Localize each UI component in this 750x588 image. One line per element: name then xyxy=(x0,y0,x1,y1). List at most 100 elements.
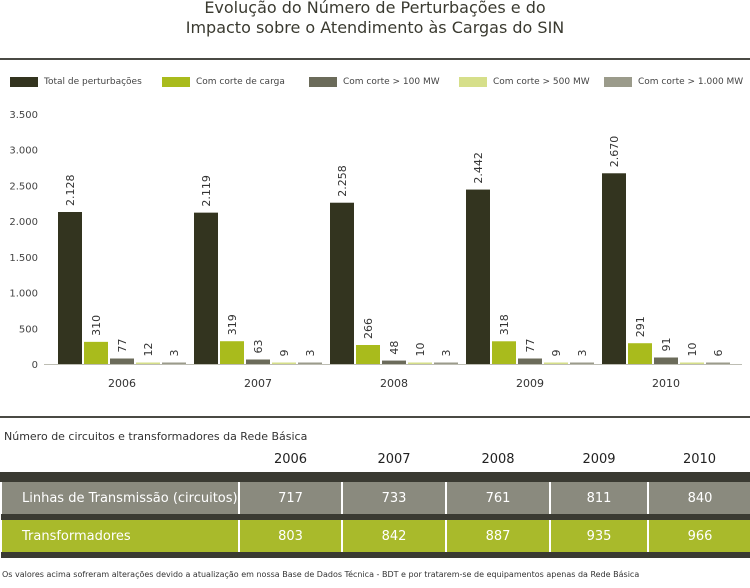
bar xyxy=(466,189,490,364)
y-tick-label: 1.000 xyxy=(9,289,38,300)
bar-chart: 0 500 1.000 1.500 2.000 2.500 3.000 3.500 2.128 3… xyxy=(9,110,742,390)
table-cell: 733 xyxy=(341,477,446,514)
bar-value-label: 3 xyxy=(168,350,181,357)
bar-value-label: 2.258 xyxy=(336,165,349,197)
bar-value-label: 3 xyxy=(440,350,453,357)
chart-legend: Total de perturbações Com corte de carga… xyxy=(10,75,750,91)
x-tick-label: 2009 xyxy=(516,377,544,390)
table-row-linhas: Linhas de Transmissão (circuitos) 717 73… xyxy=(0,477,750,514)
bar xyxy=(298,362,322,364)
bar xyxy=(544,362,568,364)
bar xyxy=(492,341,516,364)
bar-value-label: 9 xyxy=(278,350,291,357)
table-header-row: 2006 2007 2008 2009 2010 xyxy=(1,446,750,482)
y-tick-label: 500 xyxy=(19,324,38,335)
y-tick-label: 3.500 xyxy=(9,110,38,121)
bar-value-label: 91 xyxy=(660,338,673,352)
table-cell: 803 xyxy=(238,520,342,552)
legend-item-corte-500: Com corte > 500 MW xyxy=(459,75,590,89)
table-header-year: 2010 xyxy=(648,446,750,482)
table-cell: 966 xyxy=(647,520,750,552)
legend-swatch-corte-500 xyxy=(459,77,487,87)
bar-value-label: 3 xyxy=(576,350,589,357)
table-header-year: 2008 xyxy=(446,446,550,482)
y-tick-label: 3.000 xyxy=(9,146,38,157)
network-table: 2006 2007 2008 2009 2010 Linhas de Trans… xyxy=(0,446,750,558)
bar xyxy=(680,362,704,364)
bar-value-label: 48 xyxy=(388,341,401,355)
table-bottom-cell xyxy=(1,552,750,558)
chart-title: Evolução do Número de Perturbações e do … xyxy=(0,0,750,38)
bar xyxy=(136,362,160,364)
table-bottom-rule xyxy=(1,552,750,558)
bar-value-label: 77 xyxy=(116,339,129,353)
title-divider xyxy=(0,58,750,60)
y-tick-label: 2.500 xyxy=(9,181,38,192)
table-cell: 935 xyxy=(549,520,648,552)
table-header-year: 2007 xyxy=(342,446,446,482)
legend-swatch-total xyxy=(10,77,38,87)
bar xyxy=(84,341,108,364)
bar xyxy=(434,362,458,364)
table-header-year: 2009 xyxy=(550,446,648,482)
y-tick-label: 2.000 xyxy=(9,217,38,228)
legend-item-corte-1000: Com corte > 1.000 MW xyxy=(604,75,743,89)
table-row-label: Linhas de Transmissão (circuitos) xyxy=(0,477,239,514)
bar xyxy=(356,345,380,364)
legend-label-total: Total de perturbações xyxy=(44,77,142,87)
bar xyxy=(246,359,270,364)
bar xyxy=(194,212,218,364)
bar xyxy=(654,357,678,364)
legend-label-corte-500: Com corte > 500 MW xyxy=(493,77,590,87)
bar-value-label: 2.119 xyxy=(200,175,213,207)
bar-value-label: 12 xyxy=(142,343,155,357)
legend-swatch-corte-carga xyxy=(162,77,190,87)
x-tick-label: 2007 xyxy=(244,377,272,390)
table-cell: 761 xyxy=(445,477,550,514)
x-tick-label: 2006 xyxy=(108,377,136,390)
legend-item-corte-100: Com corte > 100 MW xyxy=(309,75,440,89)
table-caption: Número de circuitos e transformadores da… xyxy=(4,430,308,443)
bar xyxy=(570,362,594,364)
bar-value-label: 63 xyxy=(252,340,265,354)
table-row-separator xyxy=(1,514,750,520)
bar-value-label: 2.442 xyxy=(472,152,485,184)
bar xyxy=(110,358,134,364)
bar-value-label: 291 xyxy=(634,316,647,337)
x-tick-label: 2008 xyxy=(380,377,408,390)
bar-value-label: 10 xyxy=(414,343,427,357)
legend-item-total: Total de perturbações xyxy=(10,75,142,89)
legend-label-corte-100: Com corte > 100 MW xyxy=(343,77,440,87)
bar xyxy=(602,173,626,364)
legend-item-corte-carga: Com corte de carga xyxy=(162,75,285,89)
bar-value-label: 319 xyxy=(226,314,239,335)
table-cell: 840 xyxy=(647,477,750,514)
legend-swatch-corte-100 xyxy=(309,77,337,87)
bar-value-label: 266 xyxy=(362,318,375,339)
table-row-label: Transformadores xyxy=(0,520,239,552)
x-tick-label: 2010 xyxy=(652,377,680,390)
table-separator-cell xyxy=(1,514,750,520)
table-cell: 887 xyxy=(445,520,550,552)
bar xyxy=(330,202,354,364)
footnote: Os valores acima sofreram alterações dev… xyxy=(2,570,640,579)
bar-value-label: 10 xyxy=(686,343,699,357)
bar xyxy=(408,362,432,364)
bar-value-label: 3 xyxy=(304,350,317,357)
legend-swatch-corte-1000 xyxy=(604,77,632,87)
bar xyxy=(272,362,296,364)
y-tick-label: 1.500 xyxy=(9,253,38,264)
bar xyxy=(162,362,186,364)
legend-label-corte-carga: Com corte de carga xyxy=(196,77,285,87)
bar-value-label: 2.128 xyxy=(64,175,77,207)
table-header-year: 2006 xyxy=(239,446,342,482)
bar xyxy=(382,360,406,364)
table-cell: 811 xyxy=(549,477,648,514)
bar-value-label: 2.670 xyxy=(608,136,621,168)
bar xyxy=(518,358,542,364)
bar-value-label: 310 xyxy=(90,315,103,336)
bar xyxy=(58,212,82,364)
chart-divider xyxy=(0,416,750,418)
chart-title-line-2: Impacto sobre o Atendimento às Cargas do… xyxy=(185,18,565,37)
y-tick-label: 0 xyxy=(32,360,38,371)
